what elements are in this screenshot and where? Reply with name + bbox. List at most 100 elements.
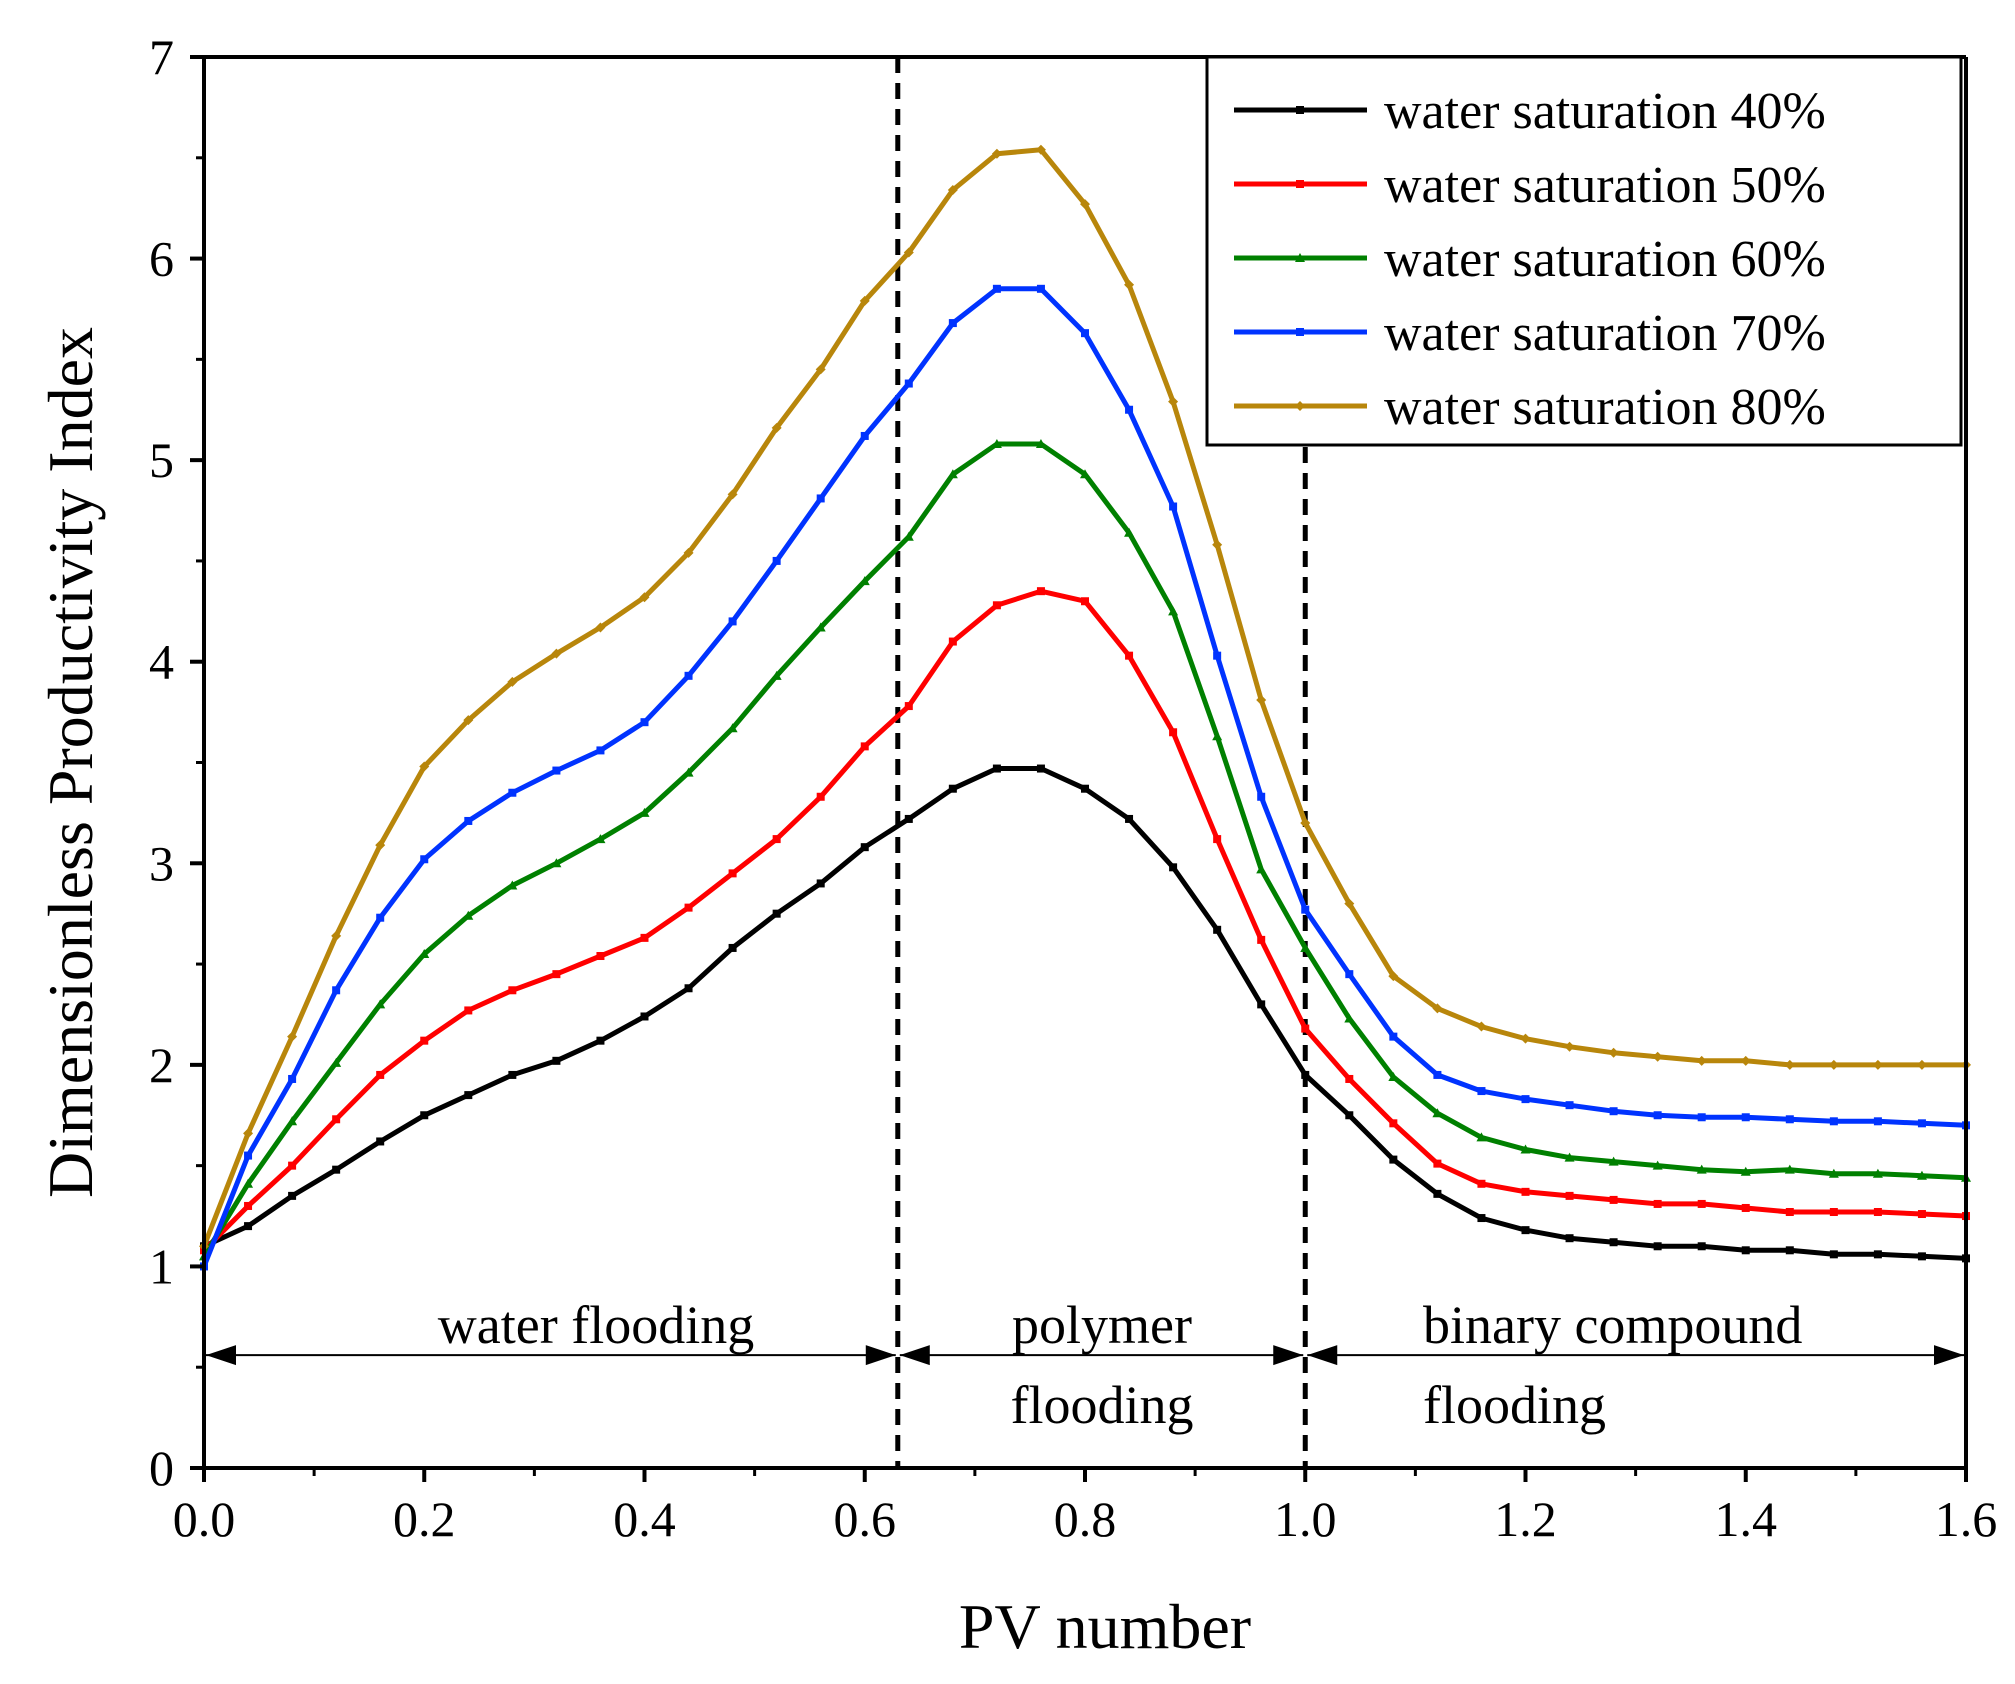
data-point xyxy=(1917,1210,1926,1219)
series-line-2 xyxy=(201,441,1967,1258)
data-point xyxy=(991,148,1002,159)
data-point xyxy=(1256,864,1267,874)
x-tick-label: 1.2 xyxy=(1494,1491,1557,1547)
data-point xyxy=(1257,1000,1266,1009)
data-point xyxy=(332,1115,341,1124)
phase-arrow-head-end-1 xyxy=(1273,1345,1304,1366)
data-point xyxy=(1785,1246,1794,1255)
data-point xyxy=(1257,792,1266,801)
data-point xyxy=(464,1006,473,1015)
data-point xyxy=(1565,1234,1574,1243)
data-point xyxy=(992,601,1001,610)
data-point xyxy=(1169,502,1178,511)
data-point xyxy=(243,1128,254,1139)
data-point xyxy=(1081,329,1089,338)
data-point xyxy=(552,970,561,979)
series-line-1 xyxy=(202,588,1967,1253)
legend-label-0: water saturation 40% xyxy=(1384,83,1826,140)
data-point xyxy=(376,1137,385,1146)
data-point xyxy=(1389,1155,1398,1164)
data-point xyxy=(1784,1164,1795,1174)
data-point xyxy=(948,319,957,328)
phase-label-0-0: water flooding xyxy=(438,1295,754,1355)
y-tick-label: 4 xyxy=(149,634,174,690)
data-point xyxy=(1080,469,1090,479)
data-point xyxy=(1389,1032,1398,1041)
x-tick-label: 0.8 xyxy=(1054,1491,1117,1547)
data-point xyxy=(1697,1242,1706,1251)
legend-marker-4 xyxy=(1295,401,1305,411)
data-point xyxy=(1828,1059,1839,1070)
x-axis-title: PV number xyxy=(959,1591,1251,1662)
data-point xyxy=(419,761,430,772)
phase-arrow-head-end-0 xyxy=(865,1345,896,1366)
data-point xyxy=(1124,279,1135,290)
data-point xyxy=(1696,1055,1707,1066)
data-point xyxy=(728,943,737,952)
data-point xyxy=(815,622,826,632)
data-point xyxy=(772,909,781,918)
data-point xyxy=(463,715,474,726)
data-point xyxy=(860,431,869,440)
legend: water saturation 40% water saturation 50%… xyxy=(1205,55,1963,447)
data-point xyxy=(639,807,650,817)
y-tick-label: 2 xyxy=(149,1037,174,1093)
data-point xyxy=(1476,1132,1487,1142)
data-point xyxy=(1653,1242,1662,1251)
data-point xyxy=(1741,1203,1750,1212)
data-point xyxy=(596,746,605,755)
data-point xyxy=(1784,1059,1795,1070)
data-point xyxy=(1257,935,1266,944)
data-point xyxy=(1432,1003,1443,1014)
data-point xyxy=(947,185,958,196)
data-point xyxy=(1609,1107,1618,1116)
data-point xyxy=(772,556,781,565)
data-point xyxy=(1344,898,1355,909)
data-point xyxy=(904,379,913,388)
data-point xyxy=(331,930,342,941)
data-point xyxy=(376,1070,385,1079)
data-point xyxy=(244,1151,253,1160)
data-point xyxy=(1653,1111,1662,1120)
data-point xyxy=(244,1201,253,1210)
data-point xyxy=(1873,1250,1882,1259)
data-point xyxy=(507,880,518,890)
data-point xyxy=(728,617,737,626)
data-point xyxy=(1035,144,1046,155)
data-point xyxy=(1036,764,1045,773)
data-point xyxy=(727,723,738,733)
data-point xyxy=(816,792,825,801)
data-point xyxy=(463,910,474,920)
data-point xyxy=(1741,1246,1750,1255)
data-point xyxy=(1124,527,1135,537)
data-point xyxy=(1609,1238,1618,1247)
data-point xyxy=(464,1091,473,1100)
data-point xyxy=(772,835,781,844)
data-point xyxy=(1609,1195,1618,1204)
data-point xyxy=(948,637,957,646)
data-point xyxy=(1696,1164,1707,1174)
data-point xyxy=(1652,1051,1663,1062)
data-point xyxy=(1829,1250,1838,1259)
data-point xyxy=(992,284,1001,293)
data-point xyxy=(508,1070,517,1079)
legend-marker-0 xyxy=(1296,106,1304,114)
phase-label-2-0: binary compound xyxy=(1423,1295,1802,1355)
data-point xyxy=(1521,1095,1530,1104)
phase-arrow-head-start-1 xyxy=(899,1345,930,1366)
data-point xyxy=(684,671,693,680)
data-point xyxy=(815,364,826,375)
y-tick-label: 6 xyxy=(149,231,174,287)
data-point xyxy=(1125,405,1134,414)
y-axis-title: Dimensionless Productivity Index xyxy=(35,327,106,1198)
data-point xyxy=(1212,731,1223,741)
data-point xyxy=(639,592,650,603)
phase-arrow-head-start-2 xyxy=(1307,1345,1338,1366)
data-point xyxy=(816,494,825,503)
series-4 xyxy=(199,144,1971,1252)
legend-marker-2 xyxy=(1295,253,1305,262)
series-1 xyxy=(200,587,1970,1255)
y-tick-label: 0 xyxy=(149,1440,174,1496)
